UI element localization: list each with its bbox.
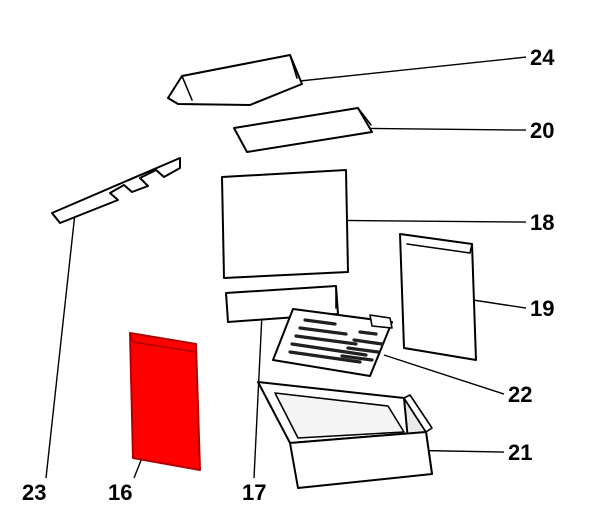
part-17-front-brick (226, 286, 338, 322)
part-16-highlighted-side-brick (130, 333, 200, 470)
part-24-deflector (168, 55, 302, 105)
part-19-side-brick (400, 234, 476, 360)
part-18-back-brick (222, 170, 348, 278)
part-20-top-plate (234, 108, 372, 152)
callout-label-21: 21 (508, 440, 532, 466)
part-21-ash-pan (258, 382, 426, 443)
part-22-grate (273, 309, 392, 376)
exploded-diagram: 24 20 18 19 22 21 17 16 23 (0, 0, 603, 527)
callout-label-16: 16 (108, 480, 132, 506)
part-23-log-retainer (52, 158, 180, 223)
callout-label-19: 19 (530, 296, 554, 322)
callout-label-24: 24 (530, 45, 554, 71)
callout-label-20: 20 (530, 118, 554, 144)
callout-label-23: 23 (22, 480, 46, 506)
callout-label-18: 18 (530, 210, 554, 236)
callout-label-17: 17 (242, 480, 266, 506)
callout-label-22: 22 (508, 382, 532, 408)
